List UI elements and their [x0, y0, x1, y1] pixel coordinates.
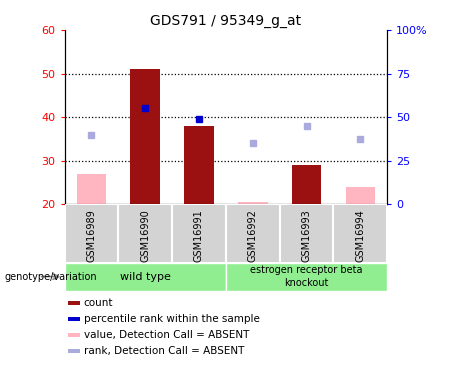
- Bar: [118, 204, 172, 262]
- Bar: [68, 318, 80, 321]
- Bar: [65, 204, 118, 262]
- Text: genotype/variation: genotype/variation: [5, 272, 97, 282]
- Bar: [292, 165, 321, 204]
- Bar: [333, 204, 387, 262]
- Text: estrogen receptor beta
knockout: estrogen receptor beta knockout: [250, 266, 363, 288]
- Bar: [280, 204, 333, 262]
- Text: value, Detection Call = ABSENT: value, Detection Call = ABSENT: [84, 330, 249, 340]
- Bar: [346, 187, 375, 204]
- Text: GSM16989: GSM16989: [86, 209, 96, 262]
- Text: count: count: [84, 298, 113, 308]
- Bar: [238, 202, 267, 204]
- Text: rank, Detection Call = ABSENT: rank, Detection Call = ABSENT: [84, 346, 244, 356]
- Text: GSM16991: GSM16991: [194, 209, 204, 262]
- Title: GDS791 / 95349_g_at: GDS791 / 95349_g_at: [150, 13, 301, 28]
- Bar: [77, 174, 106, 204]
- Bar: [184, 126, 214, 204]
- Bar: [65, 262, 226, 291]
- Bar: [226, 262, 387, 291]
- Bar: [68, 350, 80, 353]
- Bar: [172, 204, 226, 262]
- Text: percentile rank within the sample: percentile rank within the sample: [84, 314, 260, 324]
- Bar: [68, 302, 80, 305]
- Text: GSM16990: GSM16990: [140, 209, 150, 262]
- Bar: [130, 69, 160, 204]
- Text: GSM16994: GSM16994: [355, 209, 366, 262]
- Text: GSM16993: GSM16993: [301, 209, 312, 262]
- Text: wild type: wild type: [120, 272, 171, 282]
- Bar: [226, 204, 280, 262]
- Text: GSM16992: GSM16992: [248, 209, 258, 262]
- Bar: [68, 333, 80, 337]
